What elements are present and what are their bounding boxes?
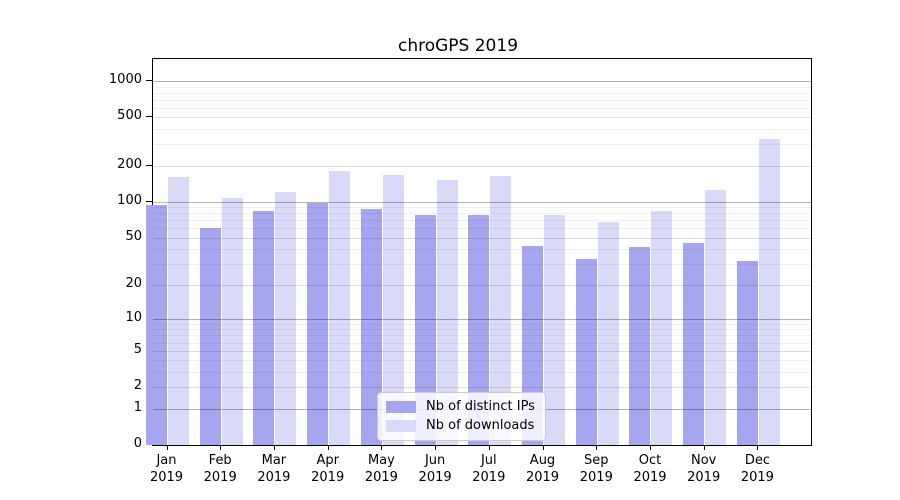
- x-tick-mark: [273, 445, 275, 450]
- bar-downloads: [597, 221, 619, 445]
- x-tick-label: May 2019: [364, 453, 398, 485]
- gridline: [153, 372, 811, 373]
- x-tick-mark: [327, 445, 329, 450]
- gridline: [153, 107, 811, 109]
- bar-downloads: [436, 179, 458, 445]
- y-tick-mark: [146, 164, 152, 166]
- y-tick-label: 2: [133, 378, 142, 394]
- legend: Nb of distinct IPs Nb of downloads: [377, 392, 546, 441]
- y-tick-label: 100: [117, 192, 142, 208]
- legend-label: Nb of distinct IPs: [426, 399, 535, 414]
- bar-downloads: [329, 170, 351, 445]
- legend-item: Nb of distinct IPs: [386, 397, 535, 416]
- y-tick-label: 200: [117, 156, 142, 172]
- gridline: [153, 318, 811, 320]
- x-tick-label: Nov 2019: [687, 453, 721, 485]
- gridline: [153, 264, 811, 265]
- y-tick-label: 5: [133, 341, 142, 357]
- bar-distinct-ips: [468, 214, 490, 445]
- x-tick-label: Apr 2019: [311, 453, 345, 485]
- x-tick-mark: [488, 445, 490, 450]
- bar-downloads: [651, 210, 673, 445]
- gridline: [153, 284, 811, 286]
- gridline: [153, 350, 811, 352]
- plot-area: Nb of distinct IPs Nb of downloads: [146, 58, 812, 446]
- gridline: [153, 92, 811, 94]
- x-tick-mark: [381, 445, 383, 450]
- y-tick-label: 500: [117, 108, 142, 124]
- y-tick-label: 50: [125, 228, 142, 244]
- x-tick-label: Jul 2019: [472, 453, 506, 485]
- bar-distinct-ips: [199, 227, 221, 445]
- x-tick-label: Jun 2019: [418, 453, 452, 485]
- bar-distinct-ips: [414, 214, 436, 445]
- legend-swatch: [386, 400, 416, 413]
- gridline: [153, 342, 811, 344]
- bar-distinct-ips: [253, 210, 275, 445]
- x-tick-mark: [542, 445, 544, 450]
- y-tick-mark: [146, 200, 152, 202]
- gridline: [153, 129, 811, 131]
- bar-distinct-ips: [307, 203, 329, 445]
- x-tick-label: Aug 2019: [525, 453, 560, 485]
- bar-downloads: [275, 191, 297, 445]
- gridline: [153, 249, 811, 251]
- x-tick-label: Sep 2019: [579, 453, 613, 485]
- bar-downloads: [221, 198, 243, 445]
- y-tick-label: 10: [125, 309, 142, 325]
- y-tick-label: 1: [133, 399, 142, 415]
- gridline: [153, 99, 811, 101]
- bar-distinct-ips: [146, 204, 167, 445]
- bar-distinct-ips: [575, 259, 597, 445]
- chart-title: chroGPS 2019: [397, 36, 519, 56]
- gridline: [153, 86, 811, 88]
- gridline: [153, 228, 811, 230]
- bar-downloads: [168, 176, 189, 445]
- gridline: [153, 201, 811, 203]
- x-tick-label: Mar 2019: [257, 453, 291, 485]
- legend-swatch: [386, 419, 416, 432]
- x-tick-mark: [166, 445, 168, 450]
- x-tick-mark: [435, 445, 437, 450]
- legend-item: Nb of downloads: [386, 416, 535, 435]
- gridline: [153, 80, 811, 82]
- gridline: [153, 323, 811, 325]
- y-tick-label: 1000: [108, 71, 142, 87]
- bar-distinct-ips: [683, 243, 705, 445]
- y-tick-label: 20: [125, 275, 142, 291]
- bar-distinct-ips: [360, 209, 382, 445]
- bar-downloads: [490, 175, 512, 445]
- bar-distinct-ips: [629, 246, 651, 445]
- x-tick-mark: [596, 445, 598, 450]
- x-tick-label: Jan 2019: [149, 453, 184, 485]
- x-tick-label: Feb 2019: [203, 453, 237, 485]
- y-tick-label: 0: [133, 436, 142, 451]
- gridline: [153, 387, 811, 389]
- gridline: [153, 220, 811, 222]
- gridline: [153, 117, 811, 119]
- gridline: [153, 329, 811, 331]
- gridline: [153, 360, 811, 362]
- gridline: [153, 144, 811, 146]
- x-tick-label: Oct 2019: [633, 453, 667, 485]
- x-tick-label: Dec 2019: [740, 453, 774, 485]
- bar-downloads: [758, 139, 780, 445]
- x-tick-mark: [703, 445, 705, 450]
- y-tick-mark: [146, 79, 152, 81]
- x-tick-mark: [650, 445, 651, 450]
- bar-downloads: [544, 215, 566, 445]
- gridline: [153, 165, 811, 167]
- bar-downloads: [705, 190, 727, 445]
- y-tick-mark: [146, 116, 152, 118]
- x-tick-mark: [220, 445, 222, 450]
- bar-downloads: [382, 174, 404, 445]
- bar-distinct-ips: [736, 260, 758, 445]
- x-tick-mark: [757, 445, 759, 450]
- gridline: [153, 237, 811, 239]
- gridline: [153, 213, 811, 215]
- legend-label: Nb of downloads: [426, 418, 535, 433]
- gridline: [153, 207, 811, 209]
- gridline: [153, 335, 811, 337]
